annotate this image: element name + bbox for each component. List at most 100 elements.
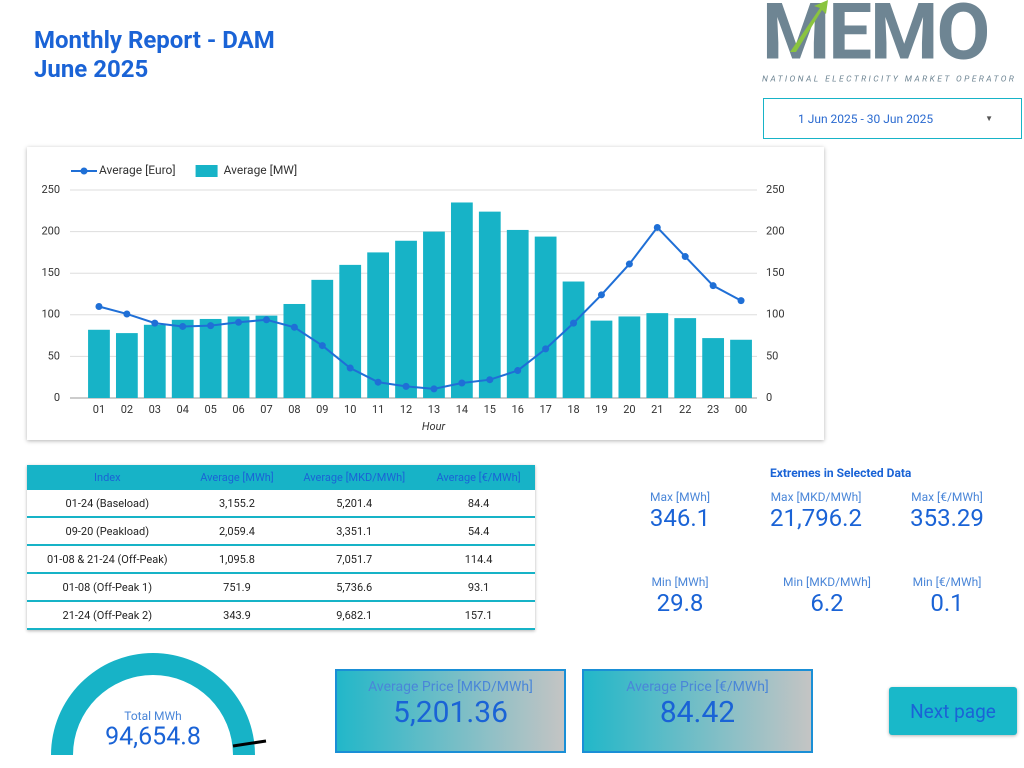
x-tick-label: 15 [484, 403, 496, 416]
bar [143, 324, 166, 398]
kpi-value: 84.42 [659, 695, 736, 730]
stat-label: Min [MKD/MWh] [783, 575, 871, 589]
line-point [318, 342, 326, 350]
legend-swatch-point [80, 167, 88, 175]
line-point [570, 319, 578, 327]
kpi-value: 5,201.36 [393, 695, 508, 730]
bar [283, 303, 306, 398]
line-point [486, 376, 494, 384]
bar [395, 240, 417, 398]
line-point [207, 322, 215, 330]
table-cell: 114.4 [422, 545, 535, 574]
bar [674, 318, 697, 398]
table-cell: 01-24 (Baseload) [27, 490, 188, 518]
table-cell: 5,201.4 [286, 490, 423, 518]
x-tick-label: 14 [456, 403, 468, 416]
x-tick-label: 00 [735, 403, 747, 416]
table-row: 01-08 & 21-24 (Off-Peak) 1,095.8 7,051.7 11… [27, 545, 535, 574]
x-tick-label: 04 [177, 403, 189, 416]
x-tick-label: 05 [204, 403, 216, 416]
bar [590, 320, 613, 398]
legend-label: Average [MW] [224, 163, 298, 177]
bar [534, 236, 557, 398]
x-tick-label: 20 [623, 403, 635, 416]
extreme-stat: Max [MKD/MWh] 21,796.2 [741, 490, 891, 532]
title: Monthly Report - DAM [34, 26, 275, 54]
logo: MEMO NATIONAL ELECTRICITY MARKET OPERATO… [762, 0, 1016, 84]
line-point [290, 323, 298, 331]
kpi-card: Average Price [€/MWh] 84.42 [582, 669, 813, 753]
stat-value: 346.1 [649, 504, 711, 532]
table-row: 09-20 (Peakload) 2,059.4 3,351.1 54.4 [27, 517, 535, 546]
x-tick-label: 17 [539, 403, 551, 416]
column-header: Average [€/MWh] [422, 465, 535, 490]
table-cell: 84.4 [422, 490, 535, 518]
extreme-stat: Min [MWh] 29.8 [605, 575, 755, 617]
date-range-picker[interactable]: 1 Jun 2025 - 30 Jun 2025 ▼ [763, 98, 1022, 139]
bar [255, 315, 278, 398]
logo-caption: NATIONAL ELECTRICITY MARKET OPERATOR [762, 74, 1016, 84]
table-cell: 5,736.6 [286, 573, 423, 602]
x-tick-label: 07 [260, 403, 272, 416]
stat-value: 21,796.2 [770, 504, 862, 532]
table-row: 01-24 (Baseload) 3,155.2 5,201.4 84.4 [27, 490, 535, 518]
x-tick-label: 02 [121, 403, 133, 416]
bar [311, 279, 334, 398]
bar [199, 318, 222, 398]
x-tick-label: 18 [567, 403, 579, 416]
bar [646, 313, 669, 398]
line-point [597, 291, 605, 299]
column-header: Index [27, 465, 188, 490]
line-point [625, 260, 633, 268]
x-tick-label: 11 [372, 403, 384, 416]
bar [423, 231, 445, 398]
y-tick-label: 150 [41, 266, 60, 279]
line-point [123, 310, 131, 318]
table-cell: 3,155.2 [187, 490, 287, 518]
extreme-stat: Min [€/MWh] 0.1 [872, 575, 1022, 617]
bar [730, 339, 752, 398]
logo-arrow [790, 0, 828, 52]
bar [506, 229, 529, 398]
line-point [653, 223, 661, 231]
bar [367, 252, 390, 398]
bar [478, 211, 501, 398]
gauge-marker [232, 739, 267, 748]
table-cell: 751.9 [187, 573, 287, 602]
table-header: Index Average [MWh] Average [MKD/MWh] Avera… [27, 465, 535, 490]
summary-table: Index Average [MWh] Average [MKD/MWh] Avera… [27, 465, 535, 630]
x-tick-label: 13 [428, 403, 440, 416]
extreme-stat: Max [€/MWh] 353.29 [872, 490, 1022, 532]
x-tick-label: 01 [93, 403, 105, 416]
x-tick-label: 16 [512, 403, 524, 416]
y2-tick-label: 0 [766, 391, 772, 404]
line-point [514, 367, 522, 375]
line-point [458, 379, 466, 387]
extremes-title: Extremes in Selected Data [770, 466, 912, 480]
stat-label: Max [MKD/MWh] [770, 490, 862, 504]
table-body: 01-24 (Baseload) 3,155.2 5,201.4 84.4 09-20 … [27, 490, 535, 630]
table-cell: 2,059.4 [187, 517, 287, 546]
column-header: Average [MWh] [187, 465, 287, 490]
dropdown-arrow: ▼ [985, 114, 993, 123]
gauge: Total MWh 94,654.8 [51, 653, 267, 755]
stat-value: 353.29 [910, 504, 984, 532]
line [98, 225, 742, 390]
line-point [262, 316, 270, 324]
x-tick-label: 22 [679, 403, 691, 416]
next-page-button[interactable]: Next page [889, 687, 1017, 735]
logo-text: MEMO [762, 0, 988, 79]
table-cell: 54.4 [422, 517, 535, 546]
table-cell: 21-24 (Off-Peak 2) [27, 601, 188, 630]
bar [339, 264, 362, 398]
table-cell: 7,051.7 [286, 545, 423, 574]
line-point [681, 253, 689, 261]
x-tick-label: 10 [344, 403, 356, 416]
extreme-stat: Max [MWh] 346.1 [605, 490, 755, 532]
subtitle: June 2025 [34, 55, 149, 83]
table-cell: 09-20 (Peakload) [27, 517, 188, 546]
bar [227, 316, 250, 398]
line-point [542, 345, 550, 353]
y2-tick-label: 100 [766, 308, 785, 321]
